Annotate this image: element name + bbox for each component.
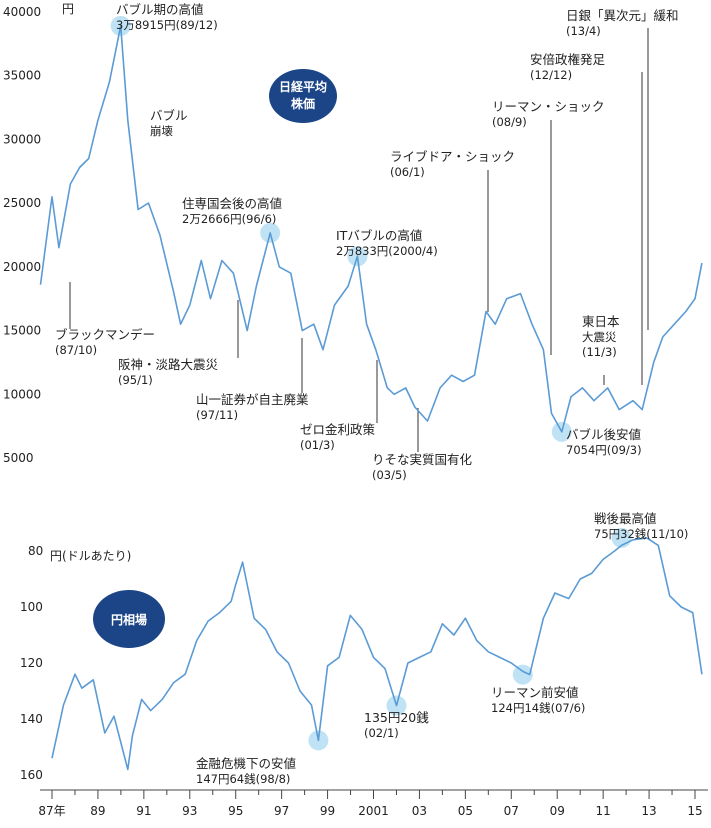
yen-y-tick-label: 140 (20, 712, 43, 726)
annotation-label: リーマン前安値 (491, 685, 579, 700)
yen-y-tick-label: 160 (20, 768, 43, 782)
annotation-label: (02/1) (364, 726, 399, 740)
annotation-label: (08/9) (492, 115, 527, 129)
annotation-label: 阪神・淡路大震災 (118, 357, 219, 372)
annotation-label: りそな実質国有化 (372, 452, 473, 467)
x-tick-label: 05 (458, 804, 473, 818)
annotation-label: ITバブルの高値 (336, 228, 422, 243)
annotation-label: 崩壊 (150, 124, 173, 138)
annotation-label: (12/12) (530, 68, 572, 82)
nikkei-y-unit-label: 円 (62, 2, 74, 16)
annotation-label: (11/3) (582, 345, 617, 359)
nikkei-y-tick-label: 20000 (3, 260, 41, 274)
x-tick-label: 89 (90, 804, 105, 818)
x-tick-label: 11 (596, 804, 611, 818)
annotation-label: 2万833円(2000/4) (336, 244, 438, 258)
yen-y-tick-label: 120 (20, 656, 43, 670)
annotation-label: ゼロ金利政策 (300, 422, 376, 437)
yen-badge-circle (93, 590, 165, 648)
x-tick-label: 97 (274, 804, 289, 818)
x-tick-label: 15 (687, 804, 702, 818)
nikkei-y-tick-label: 15000 (3, 324, 41, 338)
nikkei-badge: 日経平均 株価 (269, 69, 337, 123)
annotation-label: (97/11) (196, 408, 238, 422)
yen-badge: 円相場 (93, 590, 165, 648)
nikkei-y-tick-label: 10000 (3, 387, 41, 401)
yen-y-tick-label: 80 (28, 544, 43, 558)
annotation-label: 住専国会後の高値 (182, 196, 282, 211)
x-tick-label: 95 (228, 804, 243, 818)
x-tick-label: 03 (412, 804, 427, 818)
nikkei-y-tick-label: 30000 (3, 132, 41, 146)
x-tick-label: 91 (136, 804, 151, 818)
x-tick-label: 93 (182, 804, 197, 818)
yen-highlights (308, 527, 632, 751)
nikkei-y-tick-label: 5000 (3, 451, 34, 465)
nikkei-annotation-leaders (69, 28, 649, 452)
yen-y-tick-label: 100 (20, 600, 43, 614)
nikkei-badge-line-1: 日経平均 (279, 79, 327, 94)
annotation-label: 日銀「異次元」緩和 (566, 8, 679, 23)
annotation-label: 山一証券が自主廃業 (196, 392, 309, 407)
nikkei-y-tick-label: 25000 (3, 196, 41, 210)
x-tick-label: 07 (504, 804, 519, 818)
nikkei-y-axis: 40000 35000 30000 25000 20000 15000 10000 5000 (3, 5, 41, 465)
annotation-label: 3万8915円(89/12) (116, 18, 218, 32)
annotation-label: 124円14銭(07/6) (491, 701, 585, 715)
annotation-label: 135円20銭 (364, 710, 429, 725)
yen-badge-label: 円相場 (111, 612, 147, 627)
annotation-label: ブラックマンデー (55, 327, 155, 342)
annotation-label: (13/4) (566, 24, 601, 38)
nikkei-badge-circle (269, 69, 337, 123)
yen-y-axis: 80 100 120 140 160 (20, 544, 43, 782)
x-tick-label: 13 (641, 804, 656, 818)
annotation-label: (01/3) (300, 438, 335, 452)
highlight-marker (512, 664, 533, 685)
annotation-label: 戦後最高値 (594, 511, 657, 526)
annotation-label: 147円64銭(98/8) (196, 772, 290, 786)
yen-y-unit-label: 円(ドルあたり) (50, 549, 131, 563)
x-tick-label: 2001 (358, 804, 389, 818)
annotation-label: 金融危機下の安値 (196, 756, 296, 771)
nikkei-series-line (39, 24, 703, 433)
x-tick-label: 09 (550, 804, 565, 818)
yen-series-line (51, 537, 703, 771)
x-tick-label: 99 (320, 804, 335, 818)
annotation-label: ライブドア・ショック (390, 149, 515, 164)
yen-chart: 80 100 120 140 160 円(ドルあたり) 円相場 戦後最高値75円32銭(… (20, 511, 703, 786)
nikkei-y-tick-label: 40000 (3, 5, 41, 19)
nikkei-y-tick-label: 35000 (3, 69, 41, 83)
annotation-label: 安倍政権発足 (530, 52, 606, 67)
annotation-label: 大震災 (582, 330, 617, 344)
annotation-label: 2万2666円(96/6) (182, 212, 276, 226)
annotation-label: バブル (150, 108, 188, 123)
annotation-label: (87/10) (55, 343, 97, 357)
annotation-label: (95/1) (118, 373, 153, 387)
annotation-label: リーマン・ショック (492, 99, 605, 114)
annotation-label: (06/1) (390, 165, 425, 179)
annotation-label: 東日本 (582, 314, 620, 329)
annotation-label: 7054円(09/3) (566, 443, 642, 457)
nikkei-chart: 400003500030000250002000015000100005000 … (3, 2, 703, 482)
annotation-label: バブル後安値 (566, 427, 641, 442)
annotation-label: 75円32銭(11/10) (594, 527, 688, 541)
x-axis: 87年 89 91 93 95 97 99 2001 03 05 07 09 11 13 15 (38, 789, 708, 818)
nikkei-badge-line-2: 株価 (291, 96, 315, 111)
annotation-label: バブル期の高値 (116, 2, 204, 17)
x-tick-label: 87年 (38, 804, 65, 818)
annotation-label: (03/5) (372, 468, 407, 482)
